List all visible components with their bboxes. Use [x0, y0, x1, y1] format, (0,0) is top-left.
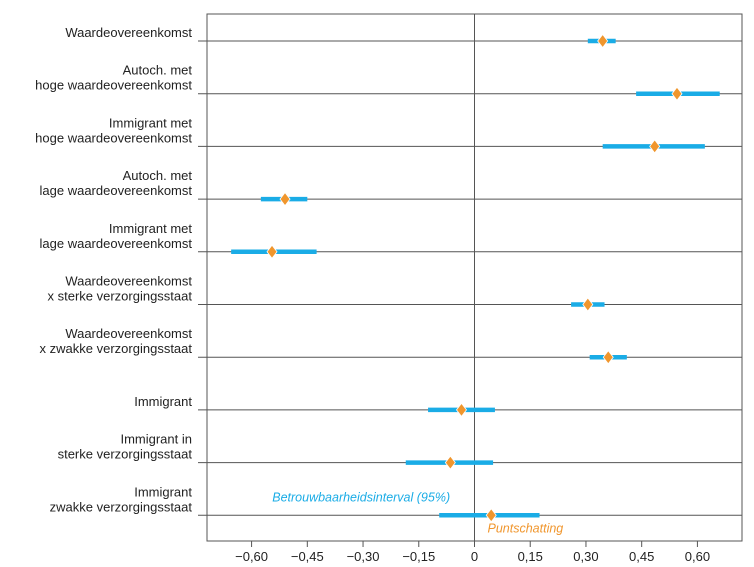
x-tick-label: 0,15	[518, 549, 543, 564]
category-label: x sterke verzorgingsstaat	[47, 289, 192, 304]
category-label: Autoch. met	[123, 63, 193, 78]
category-label: hoge waardeovereenkomst	[35, 130, 192, 145]
category-label: zwakke verzorgingsstaat	[50, 499, 193, 514]
x-tick-label: −0,30	[347, 549, 380, 564]
point-estimate	[649, 139, 661, 154]
category-label: Waardeovereenkomst	[65, 274, 192, 289]
category-label: Immigrant in	[120, 432, 192, 447]
category-label: Immigrant met	[109, 115, 192, 130]
point-estimate	[444, 455, 456, 470]
point-estimate	[602, 350, 614, 365]
category-label: hoge waardeovereenkomst	[35, 78, 192, 93]
category-label: x zwakke verzorgingsstaat	[40, 341, 193, 356]
category-label: Waardeovereenkomst	[65, 25, 192, 40]
point-estimate	[266, 244, 278, 259]
marks-layer	[231, 33, 720, 523]
ci-annotation: Betrouwbaarheidsinterval (95%)	[272, 490, 450, 504]
category-label: lage waardeovereenkomst	[40, 183, 193, 198]
point-estimate	[582, 297, 594, 312]
x-tick-label: 0,30	[573, 549, 598, 564]
x-tick-label: −0,60	[235, 549, 268, 564]
x-axis: −0,60 −0,45 −0,30 −0,15 0 0,15 0,30 0,45 0,60	[235, 541, 710, 564]
category-label: Waardeovereenkomst	[65, 326, 192, 341]
category-label: Immigrant	[134, 394, 192, 409]
category-label: Immigrant	[134, 484, 192, 499]
point-estimate	[279, 191, 291, 207]
x-tick-label: 0	[471, 549, 478, 564]
x-tick-label: −0,45	[291, 549, 324, 564]
x-tick-label: 0,45	[629, 549, 654, 564]
point-estimate	[485, 508, 497, 523]
point-annotation: Puntschatting	[488, 521, 564, 535]
x-tick-label: 0,60	[685, 549, 710, 564]
category-label: Autoch. met	[123, 168, 193, 183]
rows-layer	[198, 40, 742, 516]
x-tick-label: −0,15	[402, 549, 435, 564]
category-label: sterke verzorgingsstaat	[58, 447, 193, 462]
point-estimate	[597, 33, 609, 49]
category-label: lage waardeovereenkomst	[40, 236, 193, 251]
point-estimate	[455, 402, 468, 418]
category-label: Immigrant met	[109, 221, 192, 236]
point-estimate	[671, 86, 683, 101]
